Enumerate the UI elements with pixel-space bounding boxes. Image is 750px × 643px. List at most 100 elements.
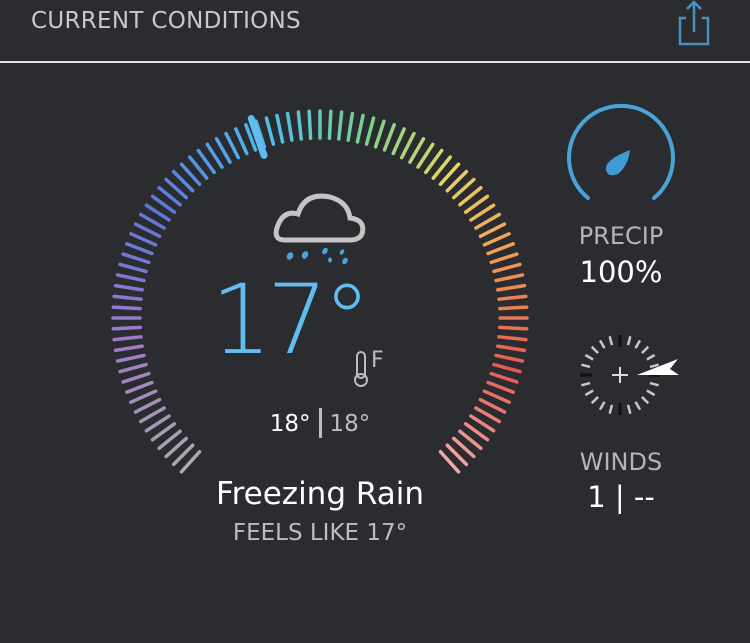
gauge-tick (133, 222, 162, 239)
gauge-tick (391, 127, 406, 156)
page-title: CURRENT CONDITIONS (31, 8, 301, 34)
gauge-tick (474, 406, 502, 424)
high-low: 18° 18° (200, 408, 440, 438)
gauge-tick (244, 122, 258, 152)
compass-tick (646, 353, 656, 361)
gauge-tick (121, 252, 151, 265)
gauge-tick (346, 111, 355, 142)
compass-tick (641, 396, 650, 405)
gauge-tick (129, 232, 158, 247)
gauge-tick (399, 131, 416, 160)
gauge-tick (482, 389, 511, 404)
compass-tick (646, 389, 656, 397)
gauge-tick (438, 450, 461, 474)
gauge-tick (494, 273, 525, 283)
gauge-tick (445, 169, 469, 193)
compass-tick (598, 339, 606, 349)
gauge-tick (157, 429, 182, 451)
compass-tick (581, 381, 591, 387)
cloud-freezing-rain-icon (273, 193, 366, 265)
compass-tick (626, 336, 632, 346)
gauge-tick (133, 397, 162, 414)
compass-tick (641, 345, 650, 354)
gauge-tick (469, 414, 496, 433)
gauge-tick (492, 362, 522, 374)
raindrop-icon (567, 103, 675, 200)
gauge-tick (496, 283, 527, 292)
gauge-tick (355, 113, 365, 144)
gauge-tick (118, 362, 148, 374)
feels-like: FEELS LIKE 17° (232, 520, 408, 546)
precip-value: 100% (579, 255, 663, 289)
gauge-tick (408, 136, 426, 164)
gauge-tick (112, 294, 143, 301)
gauge-tick (482, 232, 511, 247)
compass-tick (581, 363, 591, 369)
compass-tick (634, 401, 642, 411)
gauge-tick (179, 162, 202, 186)
gauge-tick (264, 116, 276, 146)
gauge-tick (497, 294, 528, 301)
gauge-tick (275, 113, 285, 144)
gauge-tick (416, 142, 435, 169)
gauge-tick (171, 169, 195, 193)
gauge-tick (452, 177, 476, 200)
low-temperature: 18° (329, 411, 371, 437)
gauge-tick (364, 116, 376, 146)
gauge-tick (474, 212, 502, 230)
gauge-tick (224, 131, 241, 160)
compass-tick (590, 345, 599, 354)
gauge-tick (118, 262, 148, 274)
gauge-tick (486, 242, 516, 256)
high-temperature: 18° (269, 411, 311, 437)
gauge-tick (144, 203, 171, 222)
current-temperature: 17° (210, 264, 371, 376)
gauge-tick (373, 119, 386, 149)
compass-tick (634, 339, 642, 349)
gauge-tick (469, 203, 496, 222)
gauge-tick (157, 185, 182, 207)
gauge-tick (196, 148, 216, 175)
gauge-tick (463, 422, 490, 442)
gauge-tick (337, 110, 344, 141)
gauge-tick (496, 344, 527, 353)
gauge-tick (113, 283, 144, 292)
share-icon[interactable] (672, 0, 716, 48)
wind-direction-arrow (637, 359, 679, 375)
thermometer-icon (354, 351, 368, 387)
current-temperature-marker (247, 114, 268, 159)
gauge-tick (144, 414, 171, 433)
compass-tick (649, 381, 659, 387)
gauge-tick (296, 110, 303, 141)
gauge-tick (113, 344, 144, 353)
gauge-tick (498, 305, 529, 311)
gauge-tick (489, 371, 519, 384)
gauge-tick (164, 436, 188, 459)
separator (318, 408, 322, 438)
compass-center (612, 367, 628, 383)
gauge-tick (164, 177, 188, 200)
gauge-tick (498, 325, 529, 331)
winds-value: 1 | -- (587, 480, 655, 514)
gauge-tick (138, 406, 166, 424)
gauge-tick (494, 353, 525, 363)
gauge-tick (150, 422, 177, 442)
winds-label: WINDS (579, 448, 663, 476)
gauge-tick (478, 397, 507, 414)
compass-tick (626, 404, 632, 414)
compass-tick (608, 404, 614, 414)
gauge-tick (438, 162, 461, 186)
temperature-unit: F (371, 348, 384, 373)
compass-tick (608, 336, 614, 346)
gauge-tick (171, 443, 195, 467)
gauge-tick (478, 222, 507, 239)
gauge-tick (285, 111, 294, 142)
gauge-tick (214, 136, 232, 164)
gauge-tick (234, 127, 249, 156)
compass-icon (580, 335, 679, 415)
gauge-tick (111, 325, 142, 331)
gauge-tick (452, 436, 476, 459)
gauge-tick (382, 122, 396, 152)
gauge-tick (121, 371, 151, 384)
gauge-tick (486, 380, 516, 394)
